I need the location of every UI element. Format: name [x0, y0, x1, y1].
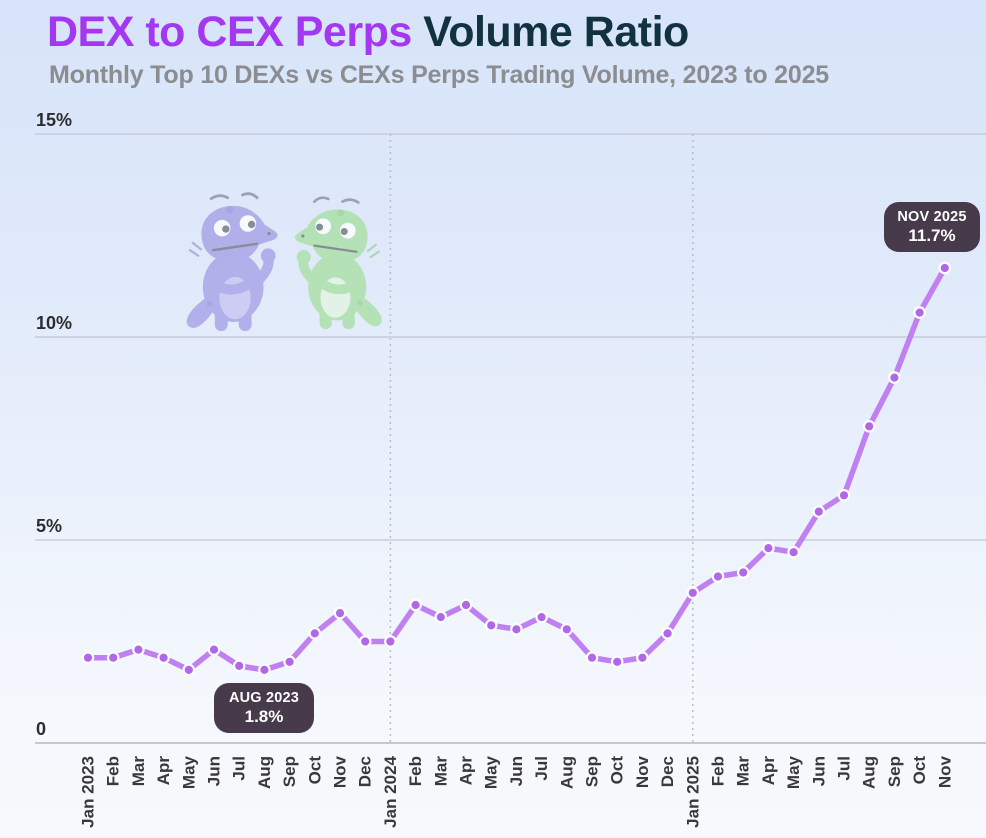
x-tick-label: Mar	[734, 756, 753, 787]
data-point	[207, 643, 221, 656]
x-tick-label: May	[784, 755, 803, 789]
data-point	[434, 610, 448, 624]
data-point	[132, 643, 145, 656]
x-tick-label: Feb	[104, 756, 123, 786]
data-point	[913, 306, 926, 319]
x-tick-label: Jan 2024	[381, 755, 400, 827]
data-point	[283, 655, 296, 669]
y-tick-label: 15%	[36, 110, 72, 130]
annotation-badge-nov-2025: NOV 2025 11.7%	[884, 202, 980, 252]
data-point	[787, 545, 800, 559]
data-point	[384, 635, 397, 648]
data-point	[157, 651, 170, 664]
data-point	[333, 606, 347, 620]
data-point	[484, 618, 498, 632]
x-tick-label: Jan 2025	[683, 756, 702, 828]
x-tick-label: Mar	[431, 756, 450, 787]
data-point	[81, 651, 95, 664]
x-tick-label: Sep	[583, 756, 602, 787]
y-tick-label: 10%	[36, 313, 72, 333]
x-tick-label: Oct	[910, 756, 929, 785]
annotation-badge-aug-2023: AUG 2023 1.8%	[214, 683, 314, 733]
data-point	[762, 541, 775, 555]
x-tick-label: Oct	[608, 756, 627, 785]
annotation-label: AUG 2023	[228, 689, 300, 706]
annotation-label: NOV 2025	[897, 208, 967, 225]
data-point	[308, 627, 322, 640]
x-tick-label: Jul	[532, 756, 551, 781]
annotation-value: 1.8%	[244, 706, 284, 726]
x-tick-label: Nov	[935, 755, 954, 788]
data-point	[258, 663, 271, 677]
x-tick-label: Aug	[557, 756, 576, 789]
data-point	[358, 635, 372, 648]
x-tick-label: Oct	[305, 756, 324, 785]
x-tick-label: Jul	[230, 756, 249, 781]
data-point	[409, 598, 422, 612]
x-tick-label: Mar	[129, 756, 148, 787]
data-point	[459, 598, 473, 612]
data-point	[661, 627, 674, 640]
title-highlight: DEX to CEX Perps	[47, 8, 424, 56]
data-point	[862, 419, 876, 433]
page-subtitle: Monthly Top 10 DEXs vs CEXs Perps Tradin…	[49, 61, 829, 90]
x-tick-label: May	[482, 755, 501, 789]
annotation-value: 11.7%	[908, 225, 956, 245]
x-tick-label: May	[179, 755, 198, 789]
x-tick-label: Apr	[154, 756, 173, 786]
x-tick-label: Aug	[860, 756, 879, 789]
x-tick-label: Apr	[759, 756, 778, 786]
x-tick-label: Feb	[709, 756, 728, 786]
data-point	[610, 655, 624, 669]
ratio-line	[85, 265, 948, 673]
x-tick-label: Nov	[331, 755, 350, 788]
data-point	[837, 488, 851, 502]
x-tick-label: Jul	[835, 756, 854, 781]
data-point	[636, 651, 649, 664]
data-point	[888, 371, 901, 384]
data-point	[736, 566, 750, 579]
data-point	[232, 659, 246, 673]
data-point	[711, 570, 725, 583]
data-point	[106, 651, 120, 664]
data-point	[560, 622, 574, 636]
x-tick-label: Feb	[406, 756, 425, 786]
data-point	[686, 586, 700, 600]
x-tick-label: Sep	[885, 756, 904, 787]
x-tick-label: Aug	[255, 756, 274, 789]
x-tick-label: Sep	[280, 756, 299, 787]
data-point	[535, 610, 548, 624]
data-point	[938, 261, 952, 275]
x-tick-label: Jun	[507, 756, 526, 786]
x-tick-label: Dec	[658, 756, 677, 787]
data-point	[182, 663, 196, 677]
y-tick-label: 0	[36, 719, 46, 739]
x-tick-label: Apr	[457, 756, 476, 786]
data-point	[510, 622, 523, 636]
title-rest: Volume Ratio	[423, 8, 689, 56]
header: DEX to CEX Perps Volume Ratio Monthly To…	[47, 8, 829, 90]
y-tick-label: 5%	[36, 516, 62, 536]
x-tick-label: Jun	[205, 756, 224, 786]
x-tick-label: Dec	[356, 756, 375, 787]
x-tick-label: Jun	[809, 756, 828, 786]
x-tick-label: Jan 2023	[79, 756, 98, 828]
page-title: DEX to CEX Perps Volume Ratio	[47, 8, 829, 57]
data-point	[585, 651, 599, 664]
data-point	[812, 505, 826, 518]
x-tick-label: Nov	[633, 755, 652, 788]
